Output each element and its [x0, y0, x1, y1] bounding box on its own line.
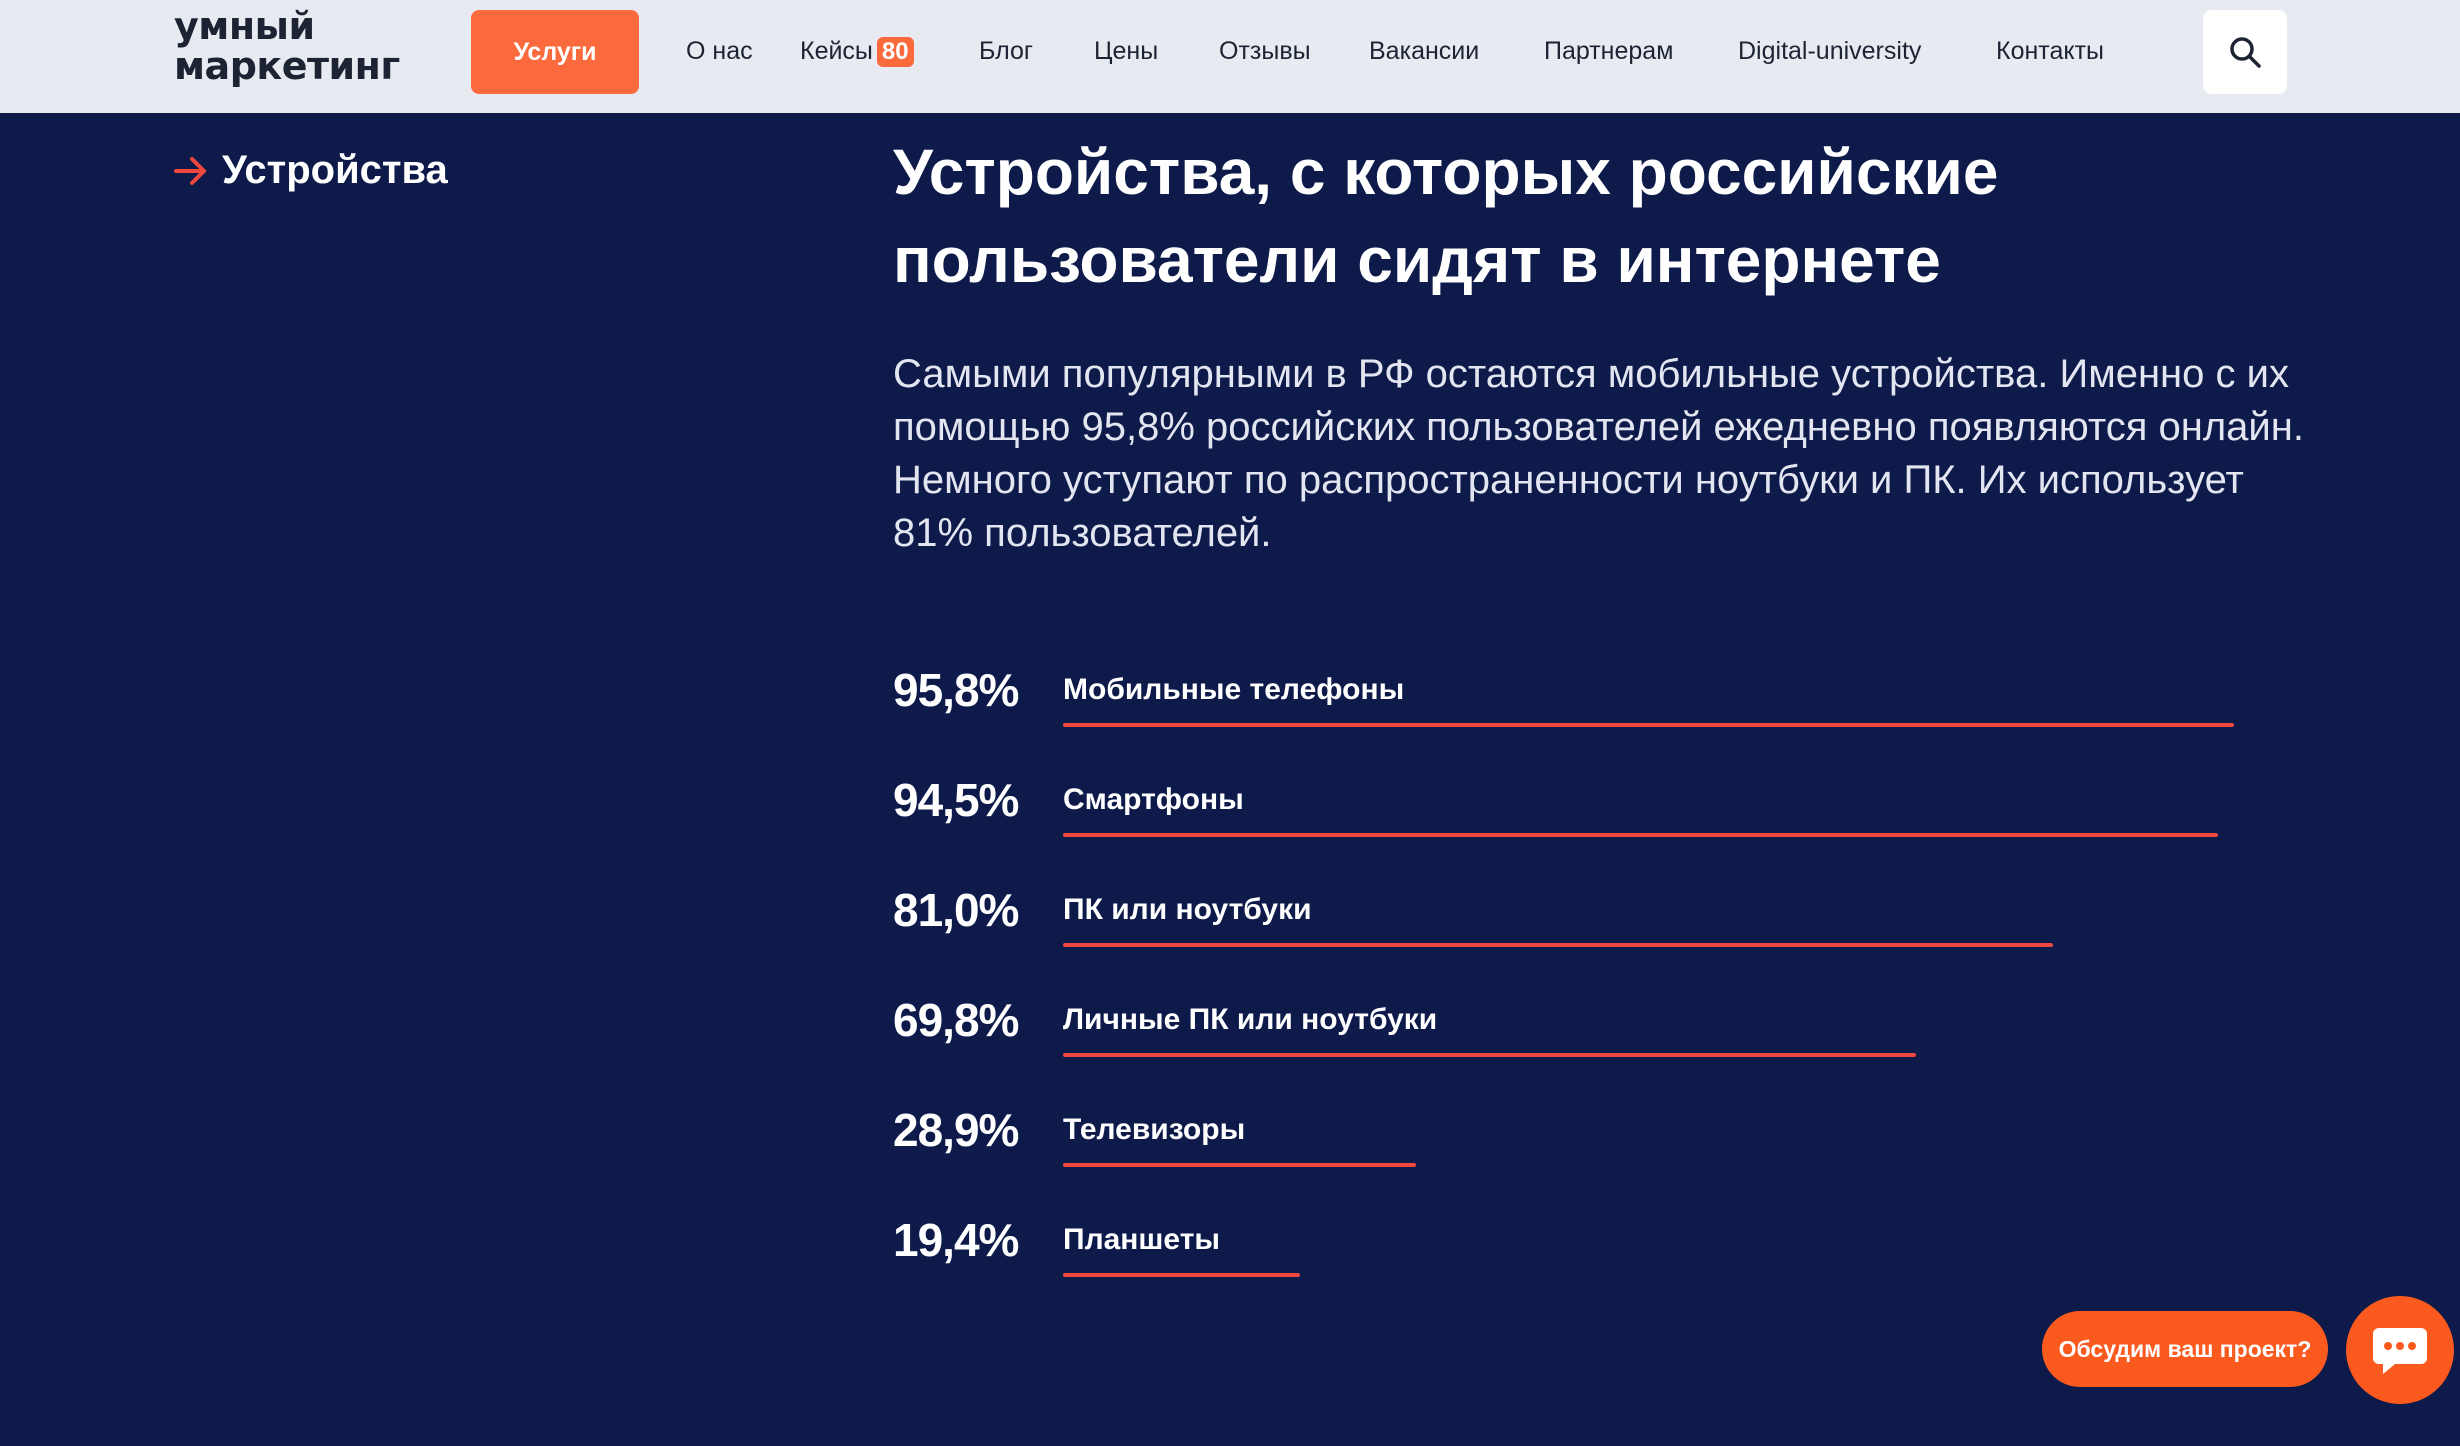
bar: [1063, 833, 2218, 837]
bar-value-label: 19,4%: [893, 1214, 1019, 1266]
bar: [1063, 723, 2234, 727]
nav-digital-university[interactable]: Digital-university: [1738, 34, 1921, 68]
bar: [1063, 1163, 1416, 1167]
services-button[interactable]: Услуги: [471, 10, 639, 94]
nav-blog[interactable]: Блог: [979, 34, 1033, 68]
main-nav: О нас Кейсы 80 Блог Цены Отзывы Вакансии …: [0, 0, 2460, 102]
bar-value-label: 94,5%: [893, 774, 1019, 826]
arrow-right-icon: [174, 156, 208, 186]
logo-line-1: умный: [174, 4, 315, 48]
nav-contacts-label: Контакты: [1996, 37, 2104, 65]
nav-about[interactable]: О нас: [686, 34, 753, 68]
page-title: Устройства, с которых российские пользов…: [893, 136, 1999, 296]
nav-digital-university-label: Digital-university: [1738, 37, 1922, 65]
devices-bar-chart: 95,8% Мобильные телефоны 94,5% Смартфоны 81,…: [893, 660, 2293, 1300]
bar-category-label: Планшеты: [1063, 1223, 1221, 1256]
logo-line-2: маркетинг: [174, 44, 400, 88]
chat-icon: [2373, 1328, 2427, 1374]
search-button[interactable]: [2203, 10, 2287, 94]
header: умный маркетинг Услуги О нас Кейсы 80 Бло…: [0, 0, 2460, 113]
sidebar-item-label: Устройства: [222, 148, 448, 192]
nav-contacts[interactable]: Контакты: [1996, 34, 2104, 68]
bar-category-label: Мобильные телефоны: [1063, 673, 1405, 706]
nav-vacancies-label: Вакансии: [1369, 37, 1480, 65]
bar-row: 81,0% ПК или ноутбуки: [893, 880, 2293, 960]
nav-prices-label: Цены: [1094, 37, 1159, 65]
nav-blog-label: Блог: [979, 37, 1034, 65]
nav-vacancies[interactable]: Вакансии: [1369, 34, 1479, 68]
bar-row: 95,8% Мобильные телефоны: [893, 660, 2293, 740]
nav-cases-label: Кейсы: [800, 37, 873, 65]
discuss-project-button[interactable]: Обсудим ваш проект?: [2042, 1311, 2328, 1387]
intro-paragraph: Самыми популярными в РФ остаются мобильн…: [893, 352, 2304, 555]
bar-row: 28,9% Телевизоры: [893, 1100, 2293, 1180]
search-icon: [2230, 37, 2261, 68]
nav-about-label: О нас: [686, 37, 753, 65]
chat-button[interactable]: [2346, 1296, 2454, 1404]
nav-prices[interactable]: Цены: [1094, 34, 1158, 68]
nav-partners-label: Партнерам: [1544, 37, 1674, 65]
bar-category-label: Личные ПК или ноутбуки: [1063, 1003, 1438, 1036]
nav-reviews-label: Отзывы: [1219, 37, 1311, 65]
bar-category-label: Телевизоры: [1063, 1113, 1246, 1146]
bar-row: 69,8% Личные ПК или ноутбуки: [893, 990, 2293, 1070]
nav-partners[interactable]: Партнерам: [1544, 34, 1673, 68]
sidebar-item-devices[interactable]: Устройства: [174, 148, 448, 193]
bar-value-label: 28,9%: [893, 1104, 1019, 1156]
bar: [1063, 943, 2053, 947]
bar: [1063, 1273, 1300, 1277]
bar-value-label: 69,8%: [893, 994, 1019, 1046]
bar-row: 19,4% Планшеты: [893, 1210, 2293, 1290]
nav-reviews[interactable]: Отзывы: [1219, 34, 1311, 68]
bar-category-label: Смартфоны: [1063, 783, 1244, 816]
bar: [1063, 1053, 1916, 1057]
bar-value-label: 95,8%: [893, 664, 1019, 716]
bar-category-label: ПК или ноутбуки: [1063, 893, 1312, 926]
bar-value-label: 81,0%: [893, 884, 1019, 936]
cases-count-badge: 80: [876, 37, 914, 67]
nav-cases[interactable]: Кейсы 80: [800, 34, 914, 68]
bar-row: 94,5% Смартфоны: [893, 770, 2293, 850]
logo[interactable]: умный маркетинг: [174, 6, 400, 86]
